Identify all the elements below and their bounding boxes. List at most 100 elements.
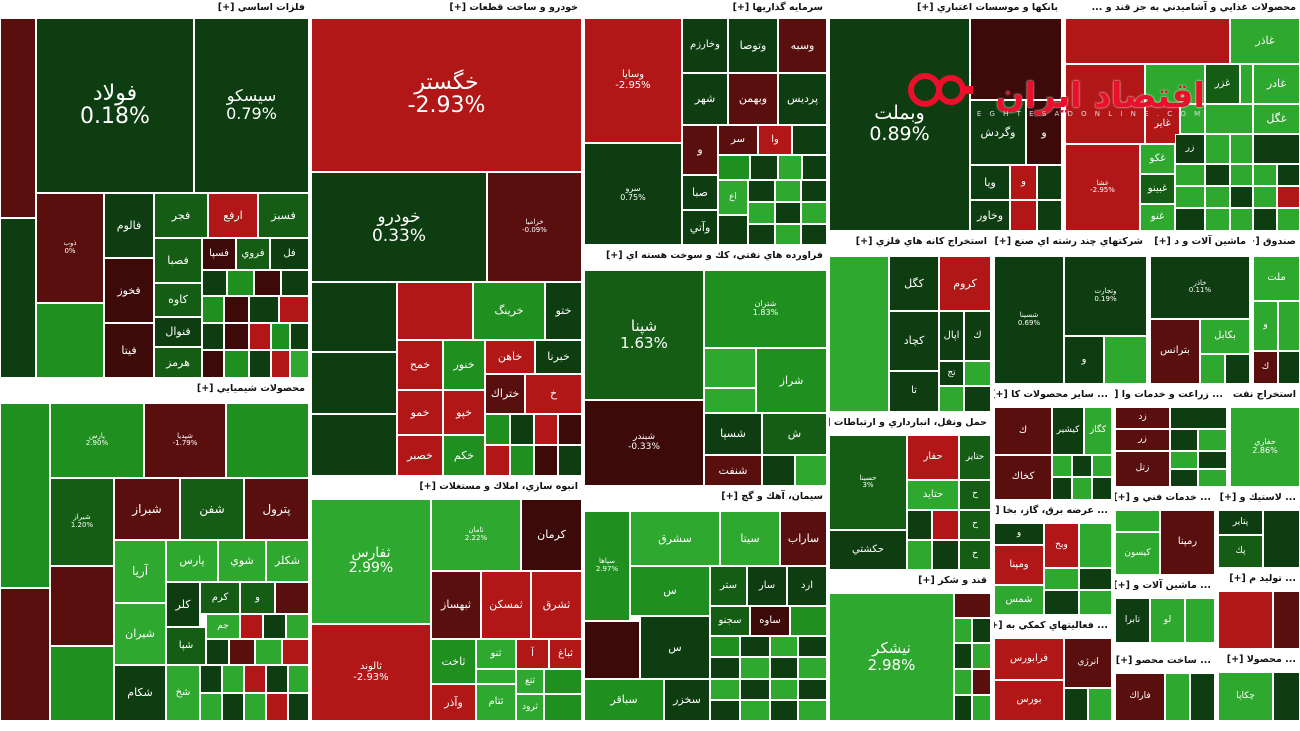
stock-tile[interactable]: رمپنا bbox=[1160, 510, 1215, 575]
stock-tile[interactable] bbox=[954, 593, 991, 618]
stock-tile[interactable]: وتوصا bbox=[728, 18, 778, 73]
stock-tile[interactable] bbox=[972, 669, 991, 695]
stock-tile[interactable]: فنوال bbox=[154, 317, 202, 347]
stock-tile[interactable] bbox=[1079, 590, 1112, 615]
stock-tile[interactable]: و bbox=[994, 523, 1044, 545]
stock-tile[interactable]: سخزر bbox=[664, 679, 710, 721]
stock-tile[interactable]: ومپنا bbox=[994, 545, 1044, 585]
stock-tile[interactable] bbox=[1065, 18, 1230, 64]
stock-tile[interactable]: غشا -2.95% bbox=[1065, 144, 1140, 231]
stock-tile[interactable] bbox=[224, 350, 249, 378]
stock-tile[interactable] bbox=[954, 695, 972, 721]
stock-tile[interactable] bbox=[970, 18, 1062, 100]
stock-tile[interactable]: شوي bbox=[218, 540, 266, 582]
stock-tile[interactable]: خاهن bbox=[485, 340, 535, 374]
sector-header[interactable]: محصولات غذايي و آشاميدني به جز قند و ... bbox=[1091, 2, 1296, 13]
stock-tile[interactable]: ح bbox=[959, 510, 991, 540]
stock-tile[interactable] bbox=[829, 256, 889, 412]
stock-tile[interactable] bbox=[775, 202, 801, 224]
stock-tile[interactable]: و bbox=[1026, 100, 1062, 165]
stock-tile[interactable] bbox=[224, 296, 249, 323]
stock-tile[interactable] bbox=[286, 614, 309, 639]
stock-tile[interactable] bbox=[798, 700, 827, 721]
stock-tile[interactable]: شپا bbox=[166, 627, 206, 665]
stock-tile[interactable] bbox=[1253, 208, 1277, 231]
sector-header[interactable]: بانكها و موسسات اعتباري [+] bbox=[916, 2, 1058, 13]
stock-tile[interactable] bbox=[229, 639, 255, 665]
stock-tile[interactable]: حكشتي bbox=[829, 530, 907, 570]
stock-tile[interactable] bbox=[200, 665, 222, 693]
stock-tile[interactable] bbox=[801, 224, 827, 245]
stock-tile[interactable] bbox=[704, 348, 756, 388]
stock-tile[interactable]: ختو bbox=[545, 282, 582, 340]
stock-tile[interactable] bbox=[795, 455, 827, 486]
stock-tile[interactable] bbox=[954, 643, 972, 669]
stock-tile[interactable] bbox=[710, 636, 740, 657]
stock-tile[interactable] bbox=[718, 155, 750, 180]
sector-header[interactable]: فلزات اساسي [+] bbox=[217, 2, 305, 13]
stock-tile[interactable] bbox=[964, 361, 991, 386]
stock-tile[interactable] bbox=[1175, 208, 1205, 231]
stock-tile[interactable] bbox=[1104, 336, 1147, 384]
stock-tile[interactable] bbox=[244, 665, 266, 693]
stock-tile[interactable] bbox=[1253, 164, 1277, 186]
stock-tile[interactable]: آريا bbox=[114, 540, 166, 603]
stock-tile[interactable] bbox=[263, 614, 286, 639]
stock-tile[interactable]: سيسكو 0.79% bbox=[194, 18, 309, 193]
stock-tile[interactable]: خزاميا -0.09% bbox=[487, 172, 582, 282]
stock-tile[interactable]: وسايا -2.95% bbox=[584, 18, 682, 143]
stock-tile[interactable] bbox=[288, 693, 309, 721]
stock-tile[interactable] bbox=[778, 155, 802, 180]
stock-tile[interactable]: خكم bbox=[443, 435, 485, 476]
stock-tile[interactable]: اع bbox=[718, 180, 748, 215]
stock-tile[interactable] bbox=[244, 693, 266, 721]
stock-tile[interactable] bbox=[750, 155, 778, 180]
stock-tile[interactable]: ثفارس 2.99% bbox=[311, 499, 431, 624]
stock-tile[interactable]: ختراك bbox=[485, 374, 525, 414]
sector-header[interactable]: فراورده هاي نفتي، كك و سوخت هسته اي [+] bbox=[605, 250, 823, 261]
stock-tile[interactable] bbox=[1037, 200, 1062, 231]
stock-tile[interactable] bbox=[227, 270, 254, 296]
stock-tile[interactable]: وبهمن bbox=[728, 73, 778, 125]
stock-tile[interactable]: فالوم bbox=[104, 193, 154, 258]
stock-tile[interactable]: سيتا bbox=[720, 511, 780, 566]
stock-tile[interactable] bbox=[907, 510, 932, 540]
stock-tile[interactable] bbox=[206, 639, 229, 665]
stock-tile[interactable] bbox=[710, 700, 740, 721]
sector-header[interactable]: انبوه سازي، املاك و مستغلات [+] bbox=[419, 481, 578, 492]
stock-tile[interactable] bbox=[1240, 64, 1253, 104]
stock-tile[interactable] bbox=[762, 455, 795, 486]
stock-tile[interactable] bbox=[1273, 591, 1300, 649]
stock-tile[interactable]: ثمسكن bbox=[481, 571, 531, 639]
stock-tile[interactable]: شيراز 1.20% bbox=[50, 478, 114, 566]
stock-tile[interactable]: حتايد bbox=[907, 480, 959, 510]
stock-tile[interactable]: كاوه bbox=[154, 283, 202, 317]
stock-tile[interactable] bbox=[954, 618, 972, 643]
stock-tile[interactable] bbox=[1052, 455, 1072, 477]
sector-header[interactable]: سرمايه گذاريها [+] bbox=[732, 2, 823, 13]
stock-tile[interactable] bbox=[200, 693, 222, 721]
stock-tile[interactable] bbox=[1198, 469, 1227, 487]
stock-tile[interactable] bbox=[544, 669, 582, 694]
stock-tile[interactable]: شپديا -1.79% bbox=[144, 403, 226, 478]
stock-tile[interactable] bbox=[704, 388, 756, 413]
stock-tile[interactable] bbox=[1230, 186, 1253, 208]
stock-tile[interactable]: ارفع bbox=[208, 193, 258, 238]
sector-header[interactable]: سيمان، آهك و گچ [+] bbox=[721, 491, 823, 502]
stock-tile[interactable]: حتاير bbox=[959, 435, 991, 480]
stock-tile[interactable]: ثنو bbox=[476, 639, 516, 669]
stock-tile[interactable]: غگل bbox=[1253, 104, 1300, 134]
stock-tile[interactable]: پرديس bbox=[778, 73, 827, 125]
stock-tile[interactable]: س bbox=[630, 566, 710, 616]
stock-tile[interactable] bbox=[740, 657, 770, 679]
stock-tile[interactable] bbox=[1218, 591, 1273, 649]
stock-tile[interactable] bbox=[932, 540, 959, 570]
stock-tile[interactable] bbox=[792, 125, 827, 155]
sector-header[interactable]: حمل ونقل، انبارداري و ارتباطات [+] bbox=[829, 417, 987, 428]
stock-tile[interactable] bbox=[798, 679, 827, 700]
stock-tile[interactable]: خرينگ bbox=[473, 282, 545, 340]
stock-tile[interactable]: خودرو 0.33% bbox=[311, 172, 487, 282]
stock-tile[interactable]: اپال bbox=[939, 311, 964, 361]
stock-tile[interactable]: كيسون bbox=[1115, 532, 1160, 575]
stock-tile[interactable] bbox=[798, 657, 827, 679]
